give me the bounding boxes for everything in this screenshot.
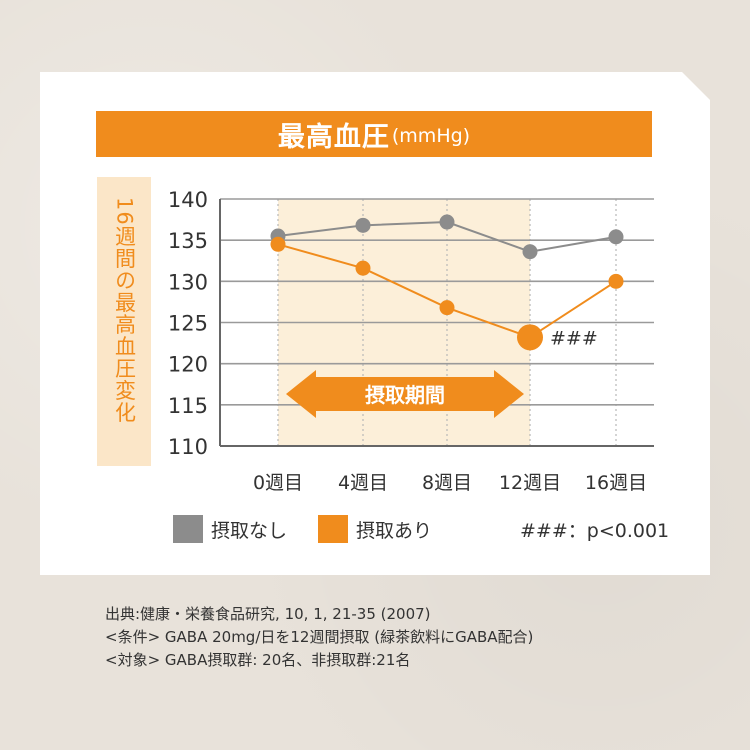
y-tick-label-3: 125 xyxy=(168,312,208,336)
significance-marker-0: ### xyxy=(550,327,598,349)
series-1-point-4 xyxy=(608,273,624,289)
y-tick-label-6: 110 xyxy=(168,435,208,459)
x-tick-label-1: 4週目 xyxy=(338,472,388,494)
y-tick-label-5: 115 xyxy=(168,394,208,418)
x-tick-label-3: 12週目 xyxy=(499,472,561,494)
series-0-point-1 xyxy=(355,217,371,233)
x-tick-label-2: 8週目 xyxy=(422,472,472,494)
note-condition: <条件> GABA 20mg/日を12週間摂取 (緑茶飲料にGABA配合) xyxy=(105,628,534,646)
y-tick-label-4: 120 xyxy=(168,353,208,377)
note-subjects: <対象> GABA摂取群: 20名、非摂取群:21名 xyxy=(105,651,411,669)
series-0-point-3 xyxy=(522,244,538,260)
legend-label-control: 摂取なし xyxy=(211,519,288,542)
legend-swatch-control xyxy=(173,515,203,543)
note-source: 出典:健康・栄養食品研究, 10, 1, 21-35 (2007) xyxy=(105,605,431,623)
intake-period-label: 摂取期間 xyxy=(365,383,445,407)
legend-item-control: 摂取なし xyxy=(173,515,287,543)
y-axis-label: 16週間の最高血圧変化 xyxy=(112,197,137,424)
chart-title: 最高血圧 xyxy=(277,121,390,153)
legend-label-intake: 摂取あり xyxy=(356,519,433,542)
series-1-point-3 xyxy=(517,324,543,351)
y-axis-label-box: 16週間の最高血圧変化 xyxy=(97,177,151,466)
significance-note: ###：p<0.001 xyxy=(520,520,670,542)
y-tick-label-1: 135 xyxy=(168,229,208,253)
chart-title-unit: (mmHg) xyxy=(391,124,471,147)
intake-period-arrow xyxy=(286,370,524,418)
chart-title-bar: 最高血圧 (mmHg) xyxy=(96,111,652,157)
x-tick-label-0: 0週目 xyxy=(253,472,303,494)
legend-item-intake: 摂取あり xyxy=(318,515,432,543)
source-notes: 出典:健康・栄養食品研究, 10, 1, 21-35 (2007) <条件> G… xyxy=(105,603,533,672)
series-1-point-2 xyxy=(439,300,455,316)
x-tick-label-4: 16週目 xyxy=(585,472,647,494)
series-0-point-2 xyxy=(439,214,455,230)
legend-swatch-intake xyxy=(318,515,348,543)
series-1-point-0 xyxy=(270,236,286,252)
series-1-point-1 xyxy=(355,260,371,276)
series-0-point-4 xyxy=(608,229,624,245)
y-tick-label-2: 130 xyxy=(168,270,208,294)
y-tick-label-0: 140 xyxy=(168,188,208,212)
